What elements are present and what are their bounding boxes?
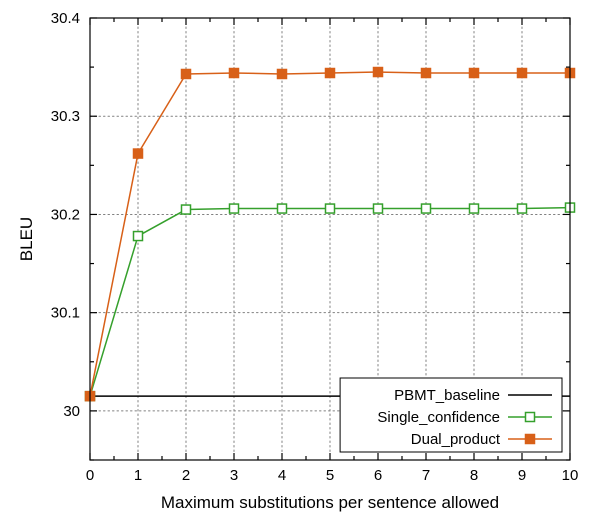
x-tick-label: 2 xyxy=(182,467,190,484)
x-tick-label: 7 xyxy=(422,467,430,484)
chart-svg: 0 1 2 3 4 5 6 7 8 9 10 30 30.1 30.2 30.3 30.4 Maximum su… xyxy=(0,0,600,530)
x-axis-label: Maximum substitutions per sentence allow… xyxy=(161,493,499,512)
x-tick-label: 9 xyxy=(518,467,526,484)
y-tick-label: 30.3 xyxy=(51,108,80,125)
legend-label-dual-product: Dual_product xyxy=(411,431,501,448)
x-tick-label: 5 xyxy=(326,467,334,484)
x-tick-label: 3 xyxy=(230,467,238,484)
x-tick-label: 0 xyxy=(86,467,94,484)
bleu-line-chart: 0 1 2 3 4 5 6 7 8 9 10 30 30.1 30.2 30.3 30.4 Maximum su… xyxy=(0,0,600,530)
y-tick-label: 30.4 xyxy=(51,10,80,27)
legend: PBMT_baseline Single_confidence Dual_produ… xyxy=(340,378,562,452)
x-tick-label: 8 xyxy=(470,467,478,484)
y-tick-label: 30 xyxy=(63,403,80,420)
y-axis-label: BLEU xyxy=(17,217,36,261)
x-tick-label: 6 xyxy=(374,467,382,484)
x-tick-label: 10 xyxy=(562,467,579,484)
x-tick-label: 1 xyxy=(134,467,142,484)
legend-label-pbmt-baseline: PBMT_baseline xyxy=(394,387,500,404)
y-tick-label: 30.2 xyxy=(51,206,80,223)
legend-label-single-confidence: Single_confidence xyxy=(377,409,500,426)
x-tick-label: 4 xyxy=(278,467,286,484)
y-tick-label: 30.1 xyxy=(51,305,80,322)
